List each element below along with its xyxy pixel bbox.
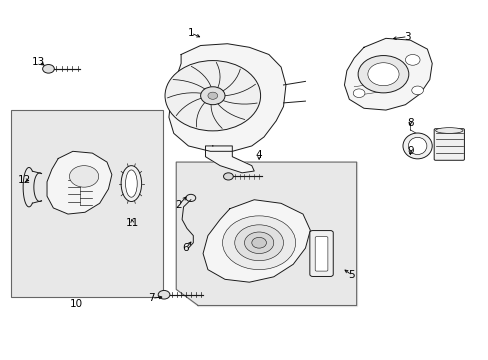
Circle shape — [223, 173, 233, 180]
Ellipse shape — [407, 137, 426, 154]
Polygon shape — [203, 200, 310, 282]
Text: 1: 1 — [187, 28, 194, 38]
Text: 10: 10 — [70, 299, 82, 309]
Ellipse shape — [125, 170, 137, 197]
FancyBboxPatch shape — [433, 129, 464, 160]
Polygon shape — [205, 146, 254, 173]
Circle shape — [158, 291, 169, 299]
FancyBboxPatch shape — [309, 230, 332, 276]
FancyBboxPatch shape — [315, 237, 327, 271]
Text: 13: 13 — [32, 57, 45, 67]
Bar — [11, 110, 162, 297]
Ellipse shape — [402, 133, 431, 159]
Circle shape — [234, 225, 283, 261]
Polygon shape — [47, 151, 112, 214]
Circle shape — [244, 232, 273, 253]
Circle shape — [357, 55, 408, 93]
Text: 12: 12 — [18, 175, 31, 185]
Circle shape — [42, 64, 54, 73]
Ellipse shape — [121, 166, 142, 202]
Circle shape — [251, 237, 266, 248]
Circle shape — [69, 166, 99, 187]
Polygon shape — [168, 44, 285, 151]
Text: 4: 4 — [255, 150, 262, 160]
Circle shape — [405, 54, 419, 65]
Text: 9: 9 — [406, 146, 413, 156]
Ellipse shape — [435, 128, 462, 134]
Polygon shape — [344, 39, 431, 110]
Circle shape — [352, 89, 364, 98]
Text: 5: 5 — [348, 270, 354, 280]
Circle shape — [207, 92, 217, 99]
Circle shape — [164, 60, 260, 131]
Circle shape — [200, 87, 224, 105]
Polygon shape — [176, 162, 356, 306]
Circle shape — [222, 216, 295, 270]
Text: 3: 3 — [404, 32, 410, 41]
Circle shape — [411, 86, 423, 95]
Text: 6: 6 — [183, 243, 189, 253]
Text: 8: 8 — [406, 118, 413, 128]
Circle shape — [367, 63, 398, 86]
Text: 7: 7 — [148, 293, 155, 303]
Text: 2: 2 — [175, 200, 182, 210]
Text: 11: 11 — [125, 218, 139, 228]
